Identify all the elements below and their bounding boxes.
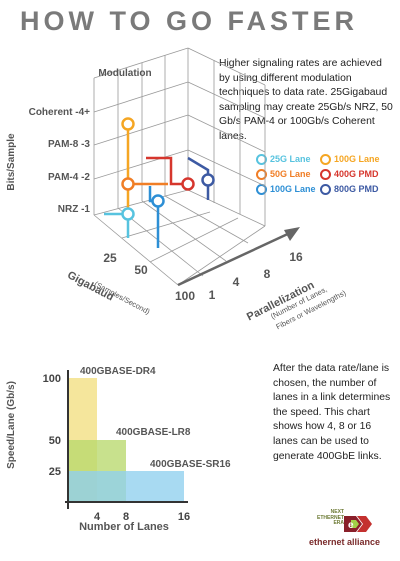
series-label: 400GBASE-SR16 [150,459,231,470]
gigabaud-label-50: 50 [134,263,148,277]
legend-item-100g-lane-blue: 100G Lane [256,184,316,195]
x-tick-label: 16 [178,511,190,523]
y-tick-label: 25 [49,466,61,478]
legend-item-100g-lane-orange: 100G Lane [320,154,380,165]
series-label: 400GBASE-LR8 [116,427,191,438]
gigabaud-label-100: 100 [175,289,195,303]
bits-sample-axis-label: Bits/Sample [6,133,17,191]
chart-labels: 25 50 100 4 8 16 400GBASE-DR4 400GBASE-LR8 400GB… [6,366,231,533]
lane-markers [121,117,215,221]
chart-axes [65,370,188,509]
parallelization-label-8: 8 [264,267,271,281]
legend-marker-100g [320,154,331,165]
legend-item-400g-pmd: 400G PMD [320,169,379,180]
modulation-axis-title: Modulation [98,68,151,79]
logo-name: ethernet alliance [309,537,381,547]
marker-25g-nrz [121,207,135,221]
grid-floor [93,195,266,286]
modulation-label-pam4: PAM-4 -2 [48,172,90,183]
legend-marker-800g [320,184,331,195]
legend-marker-400g [320,169,331,180]
bar-400gbase-sr16 [68,471,184,502]
logo-tagline-line: ETHERNET [317,514,344,521]
y-tick-label: 100 [43,373,61,385]
legend-label: 100G Lane [334,154,380,164]
legend-item-50g-lane: 50G Lane [256,169,311,180]
x-tick-label: 8 [123,511,129,523]
ethernet-alliance-logo: NEXT ETHERNET ERA e ethernet alliance [306,509,396,556]
logo-tagline: NEXT ETHERNET ERA [306,509,344,527]
y-axis-label: Speed/Lane (Gb/s) [6,381,17,469]
modulation-label-nrz: NRZ -1 [58,204,91,215]
parallelization-label-1: 1 [209,288,216,302]
y-tick-label: 50 [49,435,61,447]
legend-item-25g-lane: 25G Lane [256,154,311,165]
description-bottom: After the data rate/lane is chosen, the … [273,363,391,462]
x-tick-label: 4 [94,511,101,523]
legend-label: 25G Lane [270,154,311,164]
legend-marker-50g [256,169,267,180]
legend-marker-25g [256,154,267,165]
marker-100g-coherent [121,117,135,131]
marker-100g-nrz [151,194,165,208]
parallelization-label-16: 16 [289,250,303,264]
chart-bars [68,378,184,502]
legend-label: 50G Lane [270,169,311,179]
logo-mark-icon: e [344,516,372,532]
x-axis-label: Number of Lanes [79,521,169,533]
grid-back-wall [93,47,189,216]
marker-50g-pam4 [121,177,135,191]
logo-tagline-line: ERA [333,520,344,526]
parallelization-label-4: 4 [233,275,240,289]
marker-400g-pmd [181,177,195,191]
legend-label: 100G Lane [270,184,316,194]
parallelization-arrow [177,227,300,287]
legend-item-800g-pmd: 800G PMD [320,184,379,195]
legend-label: 800G PMD [334,184,379,194]
legend-marker-100g-blue [256,184,267,195]
legend-label: 400G PMD [334,169,379,179]
gigabaud-label-25: 25 [103,251,117,265]
grid-right-wall [187,47,266,227]
logo-tagline-line: NEXT [330,509,344,515]
series-label: 400GBASE-DR4 [80,366,156,377]
page-title: HOW TO GO FASTER [20,6,359,36]
marker-800g-pmd [201,173,215,187]
svg-text:e: e [348,520,354,531]
modulation-label-coherent: Coherent -4+ [29,107,91,118]
modulation-label-pam8: PAM-8 -3 [48,139,90,150]
